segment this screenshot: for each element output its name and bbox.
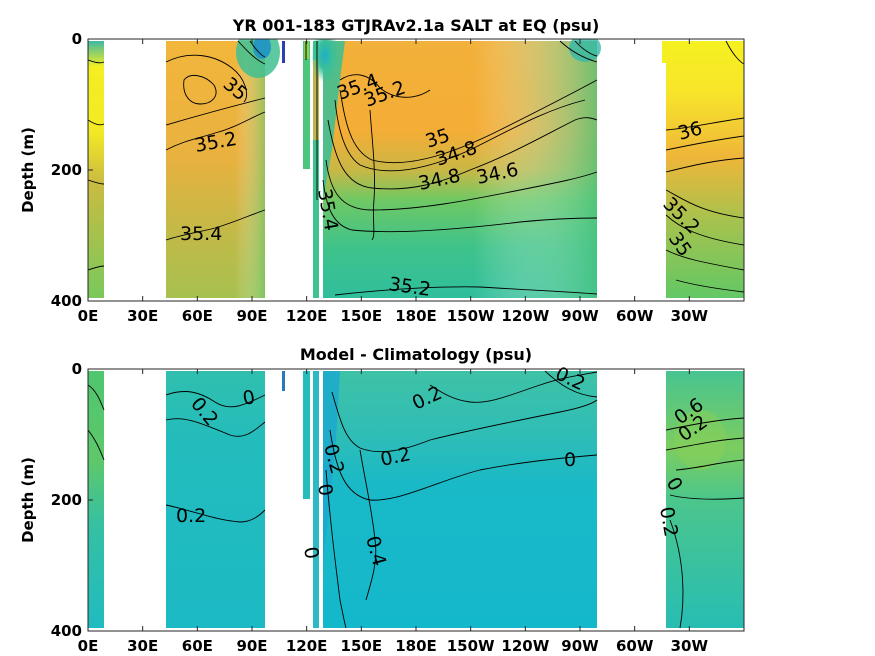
top-contours <box>88 40 744 296</box>
y-tick-label: 200 <box>51 161 82 179</box>
x-tick-label: 30W <box>671 307 709 325</box>
x-tick-label: 30W <box>671 637 709 655</box>
bottom-panel-title: Model - Climatology (psu) <box>300 345 532 364</box>
bottom-region-indian <box>166 371 265 628</box>
x-tick-label: 180E <box>395 637 437 655</box>
x-tick-label: 120E <box>286 307 328 325</box>
bottom-panel: Model - Climatology (psu) Depth (m) <box>19 345 745 655</box>
x-tick-label: 60E <box>182 307 213 325</box>
y-tick-label: 400 <box>51 622 82 640</box>
bottom-contour-label: 0 <box>564 449 576 471</box>
bottom-contour-label: 0 <box>313 482 337 498</box>
bottom-contour-label: 0 <box>241 386 257 410</box>
x-tick-label: 150E <box>341 307 383 325</box>
x-tick-label: 150E <box>341 637 383 655</box>
bottom-contour-label: 0.2 <box>176 505 206 527</box>
y-tick-label: 0 <box>72 30 82 48</box>
top-panel-ylabel: Depth (m) <box>19 127 37 213</box>
bottom-contour-label: 0.2 <box>655 505 682 539</box>
top-salinity-field <box>88 39 744 298</box>
x-tick-label: 120W <box>501 637 549 655</box>
top-region-west-africa <box>88 41 104 298</box>
x-tick-label: 0E <box>78 307 99 325</box>
x-tick-label: 120E <box>286 637 328 655</box>
x-tick-label: 60W <box>616 307 654 325</box>
top-panel: YR 001-183 GTJRAv2.1a SALT at EQ (psu) D… <box>19 16 745 325</box>
x-tick-label: 30E <box>127 637 158 655</box>
top-panel-title: YR 001-183 GTJRAv2.1a SALT at EQ (psu) <box>232 16 600 35</box>
y-tick-label: 400 <box>51 292 82 310</box>
top-ticks: 0E 30E 60E 90E 120E 150E 180E 150W 120W 90W 60W 30W… <box>51 30 709 325</box>
x-tick-label: 90W <box>561 637 599 655</box>
y-tick-label: 200 <box>51 491 82 509</box>
bottom-contours <box>88 370 744 629</box>
bottom-panel-ylabel: Depth (m) <box>19 457 37 543</box>
bottom-contour-label: 0 <box>299 545 323 561</box>
x-tick-label: 60W <box>616 637 654 655</box>
x-tick-label: 150W <box>447 307 495 325</box>
y-tick-label: 0 <box>72 360 82 378</box>
top-contour-label: 35.4 <box>180 223 222 245</box>
x-tick-label: 180E <box>395 307 437 325</box>
x-tick-label: 120W <box>501 307 549 325</box>
x-tick-label: 30E <box>127 307 158 325</box>
x-tick-label: 90E <box>236 637 267 655</box>
x-tick-label: 90E <box>236 307 267 325</box>
top-region-fresh-strip <box>282 41 285 63</box>
x-tick-label: 0E <box>78 637 99 655</box>
x-tick-label: 150W <box>447 637 495 655</box>
x-tick-label: 60E <box>182 637 213 655</box>
bottom-ticks: 0E 30E 60E 90E 120E 150E 180E 150W 120W 90W 60W 30W… <box>51 360 709 655</box>
bottom-region-pacific <box>323 371 597 628</box>
x-tick-label: 90W <box>561 307 599 325</box>
